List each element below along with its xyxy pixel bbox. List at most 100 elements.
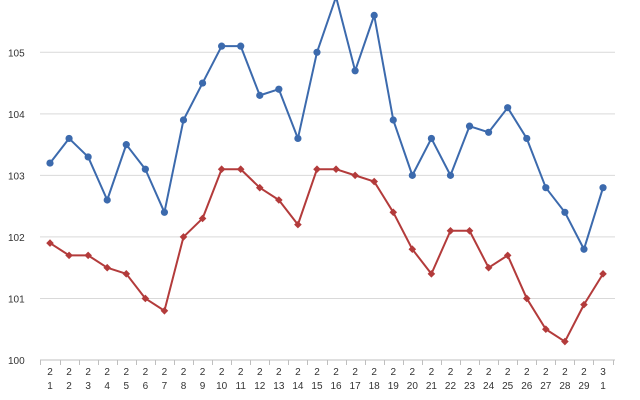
data-point-circle — [504, 104, 512, 112]
data-point-circle — [198, 79, 207, 87]
data-point-diamond — [103, 263, 112, 272]
x-tick-label: 2 13 — [273, 367, 285, 392]
x-tick-label: 2 26 — [521, 367, 533, 392]
x-tick-label: 2 10 — [216, 367, 228, 392]
x-tick-label: 2 19 — [388, 367, 400, 392]
data-point-circle — [465, 122, 474, 130]
data-point-circle — [313, 48, 321, 56]
data-point-diamond — [84, 251, 92, 260]
y-tick-label: 104 — [8, 110, 25, 121]
x-tick-label: 2 14 — [292, 367, 304, 392]
data-point-circle — [122, 141, 130, 149]
data-point-circle — [103, 196, 111, 204]
data-point-circle — [179, 116, 188, 124]
data-point-diamond — [580, 300, 588, 309]
data-point-diamond — [332, 165, 340, 174]
y-tick-label: 105 — [8, 48, 25, 59]
x-tick-label: 2 17 — [350, 367, 362, 392]
data-point-circle — [446, 171, 455, 179]
data-point-diamond — [65, 251, 73, 260]
data-point-diamond — [561, 337, 569, 346]
data-point-circle — [256, 91, 264, 99]
x-tick-label: 2 27 — [540, 367, 552, 392]
data-point-diamond — [427, 270, 436, 278]
data-point-circle — [427, 134, 435, 143]
data-point-circle — [334, 0, 338, 1]
x-tick-label: 2 20 — [407, 367, 419, 392]
data-point-diamond — [465, 226, 474, 235]
data-point-diamond — [122, 270, 131, 278]
data-point-circle — [370, 11, 378, 19]
x-tick-label: 2 23 — [464, 367, 476, 392]
data-point-circle — [84, 153, 92, 161]
data-point-circle — [275, 85, 283, 93]
data-point-circle — [160, 208, 169, 216]
x-tick-label: 2 21 — [426, 367, 438, 392]
data-point-diamond — [46, 239, 54, 247]
x-tick-label: 2 29 — [578, 367, 590, 392]
data-point-diamond — [294, 220, 302, 229]
data-point-circle — [141, 165, 149, 173]
data-point-diamond — [217, 165, 226, 174]
data-point-diamond — [408, 245, 417, 254]
data-point-diamond — [389, 208, 398, 217]
data-point-diamond — [370, 177, 378, 186]
x-tick-label: 2 12 — [254, 367, 266, 392]
data-point-circle — [351, 67, 359, 75]
data-point-circle — [580, 245, 588, 253]
data-point-circle — [46, 159, 54, 167]
data-point-diamond — [236, 165, 245, 174]
data-point-diamond — [313, 165, 321, 174]
data-point-diamond — [484, 263, 493, 272]
data-point-circle — [523, 134, 531, 143]
data-point-circle — [294, 134, 302, 143]
data-point-diamond — [179, 233, 188, 241]
data-point-diamond — [599, 270, 607, 278]
y-tick-label: 103 — [8, 171, 25, 182]
x-tick-label: 2 22 — [445, 367, 457, 392]
data-point-circle — [65, 134, 73, 143]
data-point-diamond — [503, 251, 512, 260]
x-tick-label: 2 24 — [483, 367, 495, 392]
data-point-circle — [237, 42, 245, 50]
data-point-circle — [599, 184, 607, 192]
series-line-2 — [49, 168, 604, 343]
data-point-diamond — [275, 196, 283, 204]
data-point-circle — [561, 208, 569, 216]
data-point-diamond — [542, 325, 550, 334]
data-point-diamond — [255, 183, 264, 192]
x-tick-label: 2 11 — [236, 367, 247, 392]
data-point-diamond — [198, 214, 207, 223]
x-tick-label: 2 16 — [330, 367, 342, 392]
y-tick-label: 101 — [8, 294, 25, 305]
data-point-diamond — [351, 171, 359, 180]
data-point-circle — [408, 171, 416, 179]
data-point-diamond — [446, 226, 455, 235]
y-tick-label: 102 — [8, 233, 25, 244]
data-point-circle — [218, 42, 226, 50]
x-tick-label: 2 25 — [502, 367, 514, 392]
series-line-1 — [49, 0, 604, 251]
data-point-circle — [485, 128, 493, 136]
x-tick-label: 2 28 — [559, 367, 571, 392]
y-tick-label: 100 — [8, 356, 25, 367]
data-point-circle — [389, 116, 397, 124]
x-tick-label: 2 18 — [369, 367, 381, 392]
data-point-circle — [542, 184, 550, 192]
data-point-diamond — [160, 306, 169, 315]
x-tick-label: 2 15 — [311, 367, 323, 392]
data-point-diamond — [522, 294, 531, 303]
data-point-diamond — [141, 294, 150, 303]
